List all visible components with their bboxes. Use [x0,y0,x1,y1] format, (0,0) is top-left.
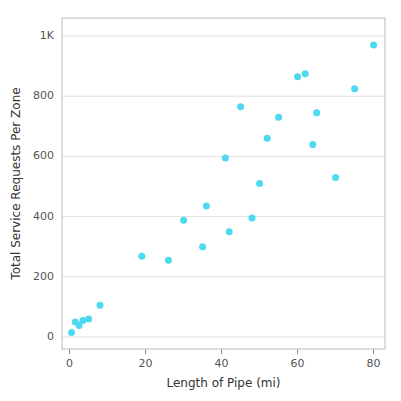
point [222,154,229,161]
point [97,302,104,309]
point [313,109,320,116]
x-tick [373,349,374,354]
x-axis-label: Length of Pipe (mi) [166,376,280,390]
y-tick-label: 1K [40,29,55,42]
x-tick [145,349,146,354]
grid [62,36,385,337]
point [85,315,92,322]
x-tick [297,349,298,354]
point [294,73,301,80]
point [264,135,271,142]
y-tick-label: 200 [33,270,54,283]
grid-line [62,336,385,337]
point [332,174,339,181]
chart-container: 0 200 400 600 800 1K 0 20 40 60 80 Length of Pipe (… [0,0,401,401]
grid-line [62,36,385,37]
y-tick-label: 0 [47,330,54,343]
point [199,243,206,250]
grid-line [62,216,385,217]
x-tick-label: 80 [367,357,381,370]
x-tick-label: 20 [139,357,153,370]
point [138,253,145,260]
y-tick-label: 800 [33,89,54,102]
y-tick-label: 600 [33,149,54,162]
chart: 0 200 400 600 800 1K 0 20 40 60 80 Length of Pipe (… [0,0,401,401]
point [309,141,316,148]
x-tick [69,349,70,354]
x-tick-label: 60 [291,357,305,370]
point [180,217,187,224]
point [249,215,256,222]
points [68,42,377,336]
x-tick-label: 40 [215,357,229,370]
point [237,103,244,110]
x-tick [221,349,222,354]
grid-line [62,276,385,277]
point [275,114,282,121]
y-tick-label: 400 [33,210,54,223]
plot-frame [62,18,385,349]
point [203,203,210,210]
point [351,85,358,92]
grid-line [62,96,385,97]
axes: 0 200 400 600 800 1K 0 20 40 60 80 [33,29,381,370]
point [68,329,75,336]
point [256,180,263,187]
point [226,228,233,235]
x-tick-label: 0 [66,357,73,370]
point [165,257,172,264]
point [302,70,309,77]
point [370,42,377,49]
y-axis-label: Total Service Requests Per Zone [9,87,23,280]
